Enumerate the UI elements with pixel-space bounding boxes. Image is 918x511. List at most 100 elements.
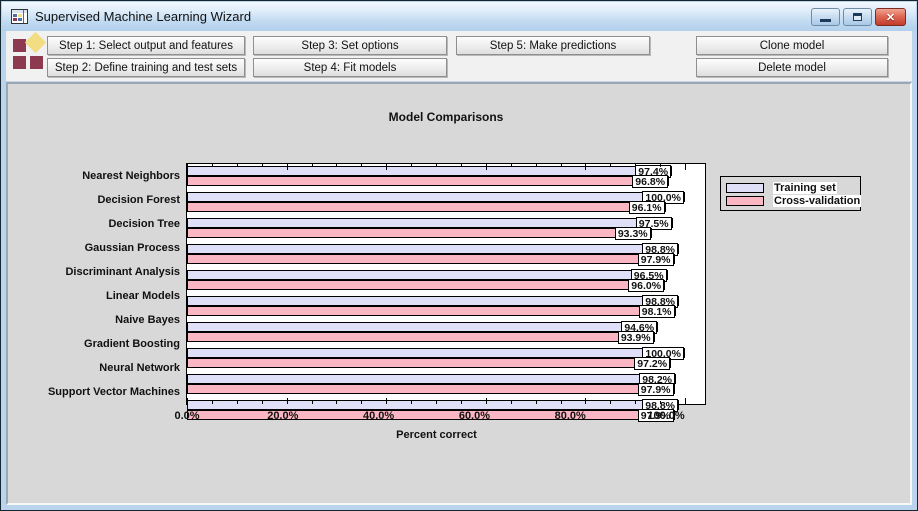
- training-bar: 98.8%: [187, 295, 680, 308]
- category-label: Discriminant Analysis: [65, 266, 180, 278]
- axis-tick: [187, 164, 188, 170]
- delete-model-button[interactable]: Delete model: [696, 58, 888, 77]
- axis-tick: [236, 164, 238, 167]
- bar-value-label: 93.3%: [614, 227, 651, 240]
- bar-value-label: 96.8%: [632, 175, 669, 188]
- bar-group: 100.0% 97.2%: [187, 347, 685, 372]
- axis-tick: [436, 401, 437, 404]
- step2-button[interactable]: Step 2: Define training and test sets: [47, 58, 245, 77]
- axis-tick: [585, 398, 587, 404]
- axis-tick: [585, 164, 587, 170]
- step3-button[interactable]: Step 3: Set options: [253, 36, 447, 55]
- axis-tick: [286, 398, 288, 404]
- bar-group: 98.8% 98.1%: [187, 295, 685, 320]
- bar-group: 94.6% 93.9%: [187, 321, 685, 346]
- bar-group: 98.8% 97.9%: [187, 243, 685, 268]
- bar-value-label: 97.9%: [637, 409, 674, 422]
- window-controls: ✕: [811, 8, 906, 26]
- cross-validation-bar: 97.9%: [187, 383, 675, 396]
- axis-tick: [187, 398, 188, 404]
- close-icon: ✕: [885, 11, 896, 24]
- training-bar: 97.5%: [187, 217, 673, 230]
- training-bar: 97.4%: [187, 165, 673, 178]
- chart-panel: Model Comparisons Nearest Neighbors Decis…: [6, 82, 912, 505]
- axis-tick: [386, 398, 388, 404]
- training-bar: 94.6%: [187, 321, 659, 334]
- bar-group: 97.5% 93.3%: [187, 217, 685, 242]
- category-label: Support Vector Machines: [47, 386, 180, 398]
- minimize-button[interactable]: [811, 8, 840, 26]
- axis-tick: [411, 164, 413, 167]
- axis-tick: [635, 164, 637, 167]
- app-logo-icon: [11, 31, 47, 75]
- axis-tick: [560, 401, 562, 404]
- app-icon: [11, 9, 28, 24]
- axis-tick: [635, 401, 637, 404]
- title-bar[interactable]: Supervised Machine Learning Wizard ✕: [2, 2, 916, 31]
- legend-label: Cross-validation: [773, 194, 862, 207]
- logo-square-2: [13, 56, 26, 69]
- axis-tick: [460, 164, 462, 167]
- axis-tick: [361, 401, 363, 404]
- axis-tick: [535, 401, 537, 404]
- category-label: Gaussian Process: [84, 242, 180, 254]
- axis-tick: [685, 164, 686, 170]
- maximize-button[interactable]: [843, 8, 872, 26]
- cross-validation-bar: 97.9%: [187, 409, 675, 422]
- axis-tick: [485, 398, 487, 404]
- axis-tick: [311, 164, 313, 167]
- axis-tick: [510, 401, 512, 404]
- axis-tick: [261, 164, 263, 167]
- axis-tick: [336, 401, 338, 404]
- cross-validation-bar: 97.9%: [187, 253, 675, 266]
- training-bar: 100.0%: [187, 347, 685, 360]
- axis-tick: [236, 401, 238, 404]
- step5-button[interactable]: Step 5: Make predictions: [456, 36, 650, 55]
- logo-diamond: [24, 31, 47, 54]
- bar-groups: 97.4% 96.8% 100.0% 96.1% 97.5% 93.3% 98.8% 97.9…: [187, 164, 686, 422]
- x-tick-label: 20.0%: [267, 410, 299, 422]
- category-label: Decision Forest: [97, 194, 180, 206]
- window-title: Supervised Machine Learning Wizard: [35, 9, 252, 24]
- bar-value-label: 97.2%: [634, 357, 671, 370]
- category-label: Naive Bayes: [115, 314, 180, 326]
- cross-validation-bar: 96.1%: [187, 201, 666, 214]
- category-labels: Nearest Neighbors Decision Forest Decision…: [14, 164, 180, 404]
- close-button[interactable]: ✕: [875, 8, 906, 26]
- x-tick-label: 60.0%: [458, 410, 491, 422]
- axis-tick: [336, 164, 338, 167]
- cross-validation-bar: 96.8%: [187, 175, 670, 188]
- cross-validation-bar: 93.9%: [187, 331, 655, 344]
- category-label: Neural Network: [99, 362, 180, 374]
- bar-value-label: 98.1%: [638, 305, 675, 318]
- legend-entry-crossval: Cross-validation: [726, 194, 862, 207]
- bar-group: 100.0% 96.1%: [187, 191, 685, 216]
- axis-tick: [660, 401, 662, 404]
- axis-tick: [211, 164, 213, 167]
- axis-tick: [261, 401, 263, 404]
- cross-validation-bar: 98.1%: [187, 305, 676, 318]
- x-axis-label: Percent correct: [396, 429, 477, 441]
- bar-group: 96.5% 96.0%: [187, 269, 685, 294]
- step4-button[interactable]: Step 4: Fit models: [253, 58, 447, 77]
- axis-tick: [211, 401, 213, 404]
- axis-tick: [436, 164, 437, 167]
- toolbar: Step 1: Select output and features Step …: [6, 31, 912, 82]
- axis-tick: [560, 164, 562, 167]
- clone-model-button[interactable]: Clone model: [696, 36, 888, 55]
- training-bar: 98.2%: [187, 373, 677, 386]
- logo-square-3: [30, 56, 43, 69]
- step1-button[interactable]: Step 1: Select output and features: [47, 36, 245, 55]
- training-bar: 96.5%: [187, 269, 668, 282]
- axis-tick: [510, 164, 512, 167]
- category-label: Nearest Neighbors: [82, 170, 180, 182]
- bar-value-label: 97.9%: [637, 383, 674, 396]
- x-tick-label: 100.0%: [647, 410, 685, 422]
- plot-area: 97.4% 96.8% 100.0% 96.1% 97.5% 93.3% 98.8% 97.9…: [186, 163, 706, 422]
- cross-validation-bar: 93.3%: [187, 227, 652, 240]
- axis-tick: [460, 401, 462, 404]
- axis-tick: [610, 164, 612, 167]
- bar-group: 98.2% 97.9%: [187, 373, 685, 398]
- bar-value-label: 96.1%: [628, 201, 665, 214]
